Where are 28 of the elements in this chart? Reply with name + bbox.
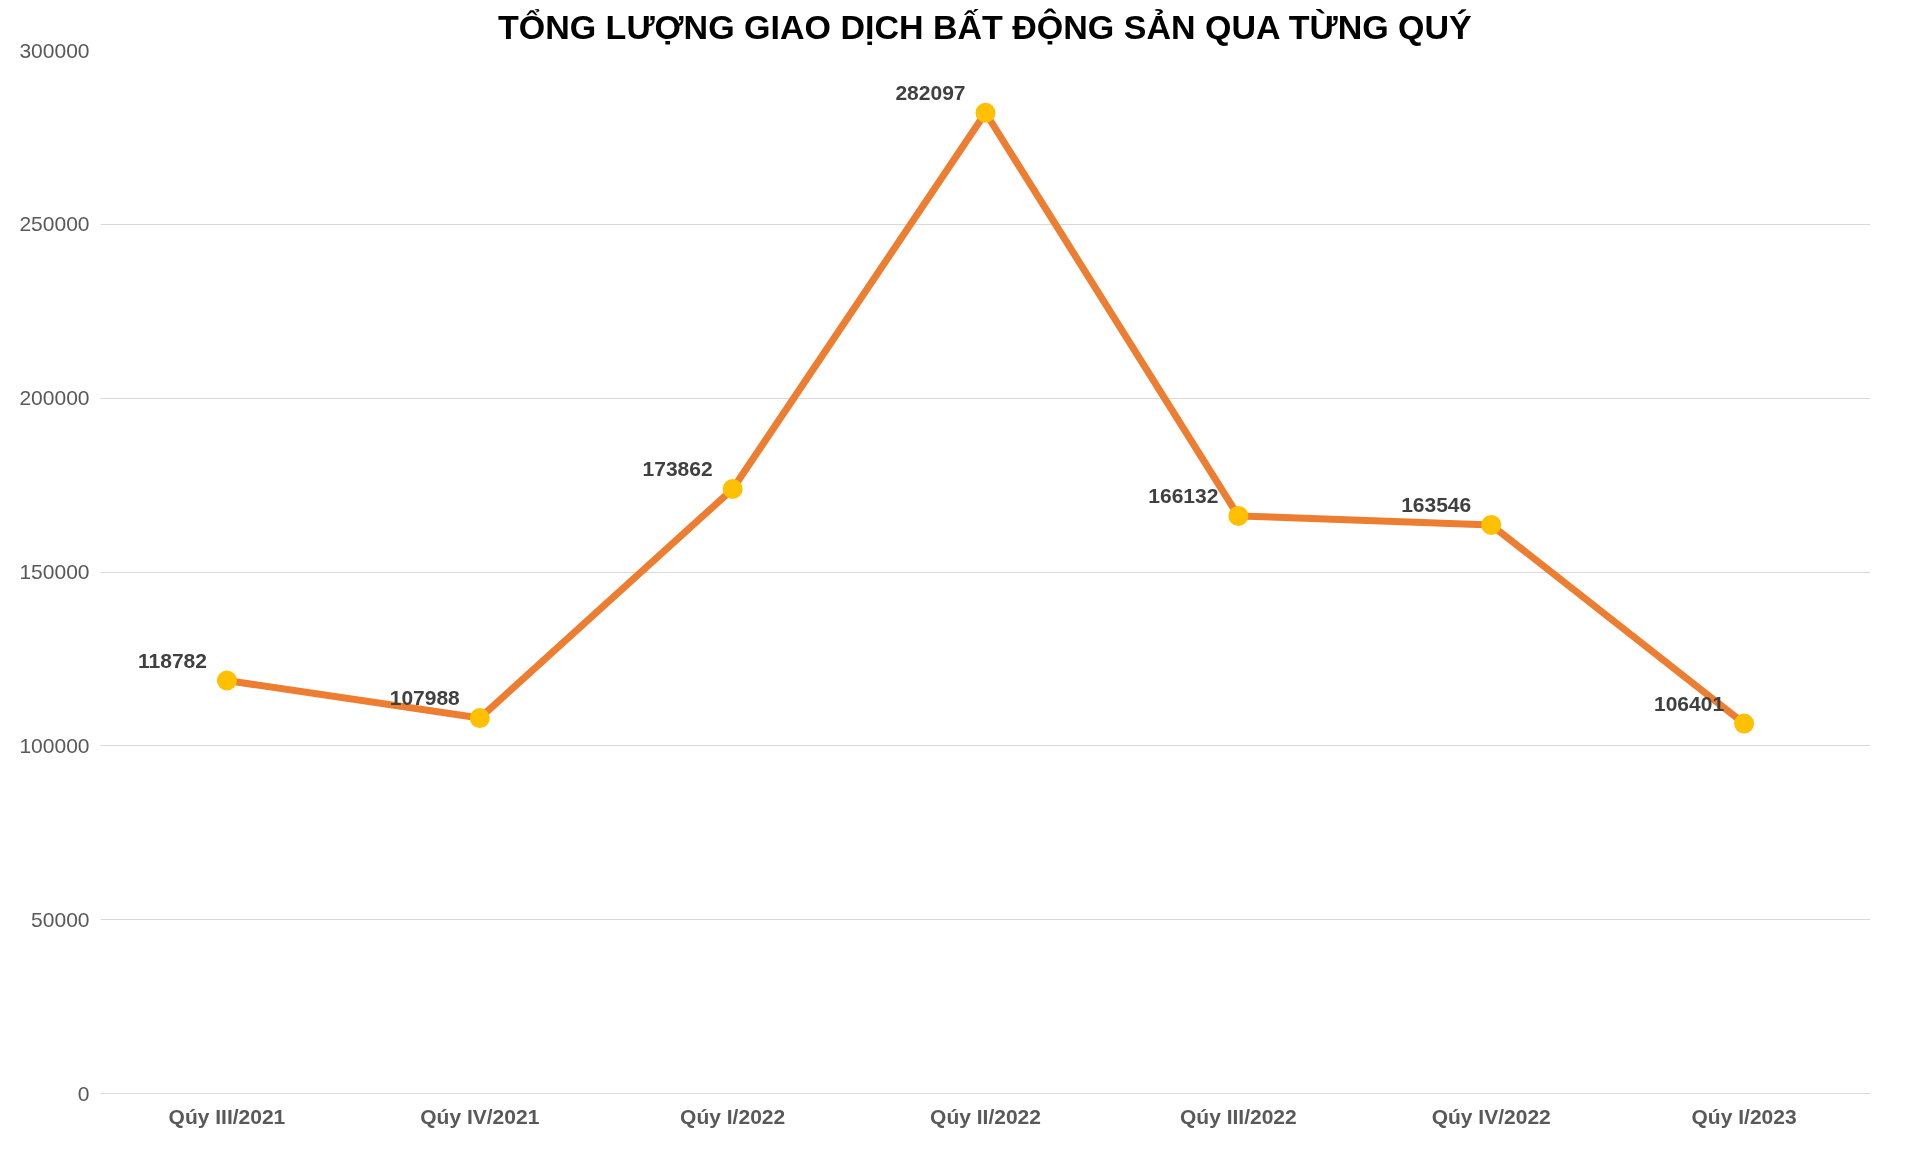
data-label: 282097: [895, 80, 966, 104]
y-tick-label: 150000: [19, 560, 90, 583]
x-tick-label: Qúy I/2022: [680, 1104, 786, 1128]
point: [469, 708, 490, 729]
y-tick-label: 50000: [31, 907, 90, 931]
point: [722, 479, 743, 500]
data-label: 118782: [138, 648, 207, 672]
point: [975, 102, 996, 123]
x-tick-label: Qúy III/2022: [1179, 1104, 1297, 1128]
y-tick-label: 200000: [19, 386, 90, 410]
data-label: 107988: [389, 686, 461, 710]
x-tick-label: Qúy III/2021: [168, 1104, 286, 1128]
point: [1228, 505, 1249, 526]
chart-title: TỔNG LƯỢNG GIAO DỊCH BẤT ĐỘNG SẢN QUA TỪNG QUÝ: [497, 7, 1473, 46]
y-tick-label: 100000: [19, 733, 90, 757]
y-tick-label: 250000: [19, 212, 90, 236]
data-label: 166132: [1148, 483, 1219, 507]
point: [1481, 514, 1502, 535]
x-tick-label: Qúy IV/2021: [420, 1104, 540, 1128]
y-tick-label: 300000: [19, 38, 90, 62]
point: [216, 670, 237, 691]
x-tick-label: Qúy I/2023: [1691, 1104, 1797, 1128]
x-tick-label: Qúy IV/2022: [1431, 1104, 1551, 1128]
point: [1734, 713, 1755, 734]
data-label: 163546: [1401, 492, 1472, 516]
y-tick-label: 0: [77, 1081, 90, 1105]
x-tick-label: Qúy II/2022: [930, 1104, 1041, 1128]
data-label: 173862: [642, 457, 713, 481]
